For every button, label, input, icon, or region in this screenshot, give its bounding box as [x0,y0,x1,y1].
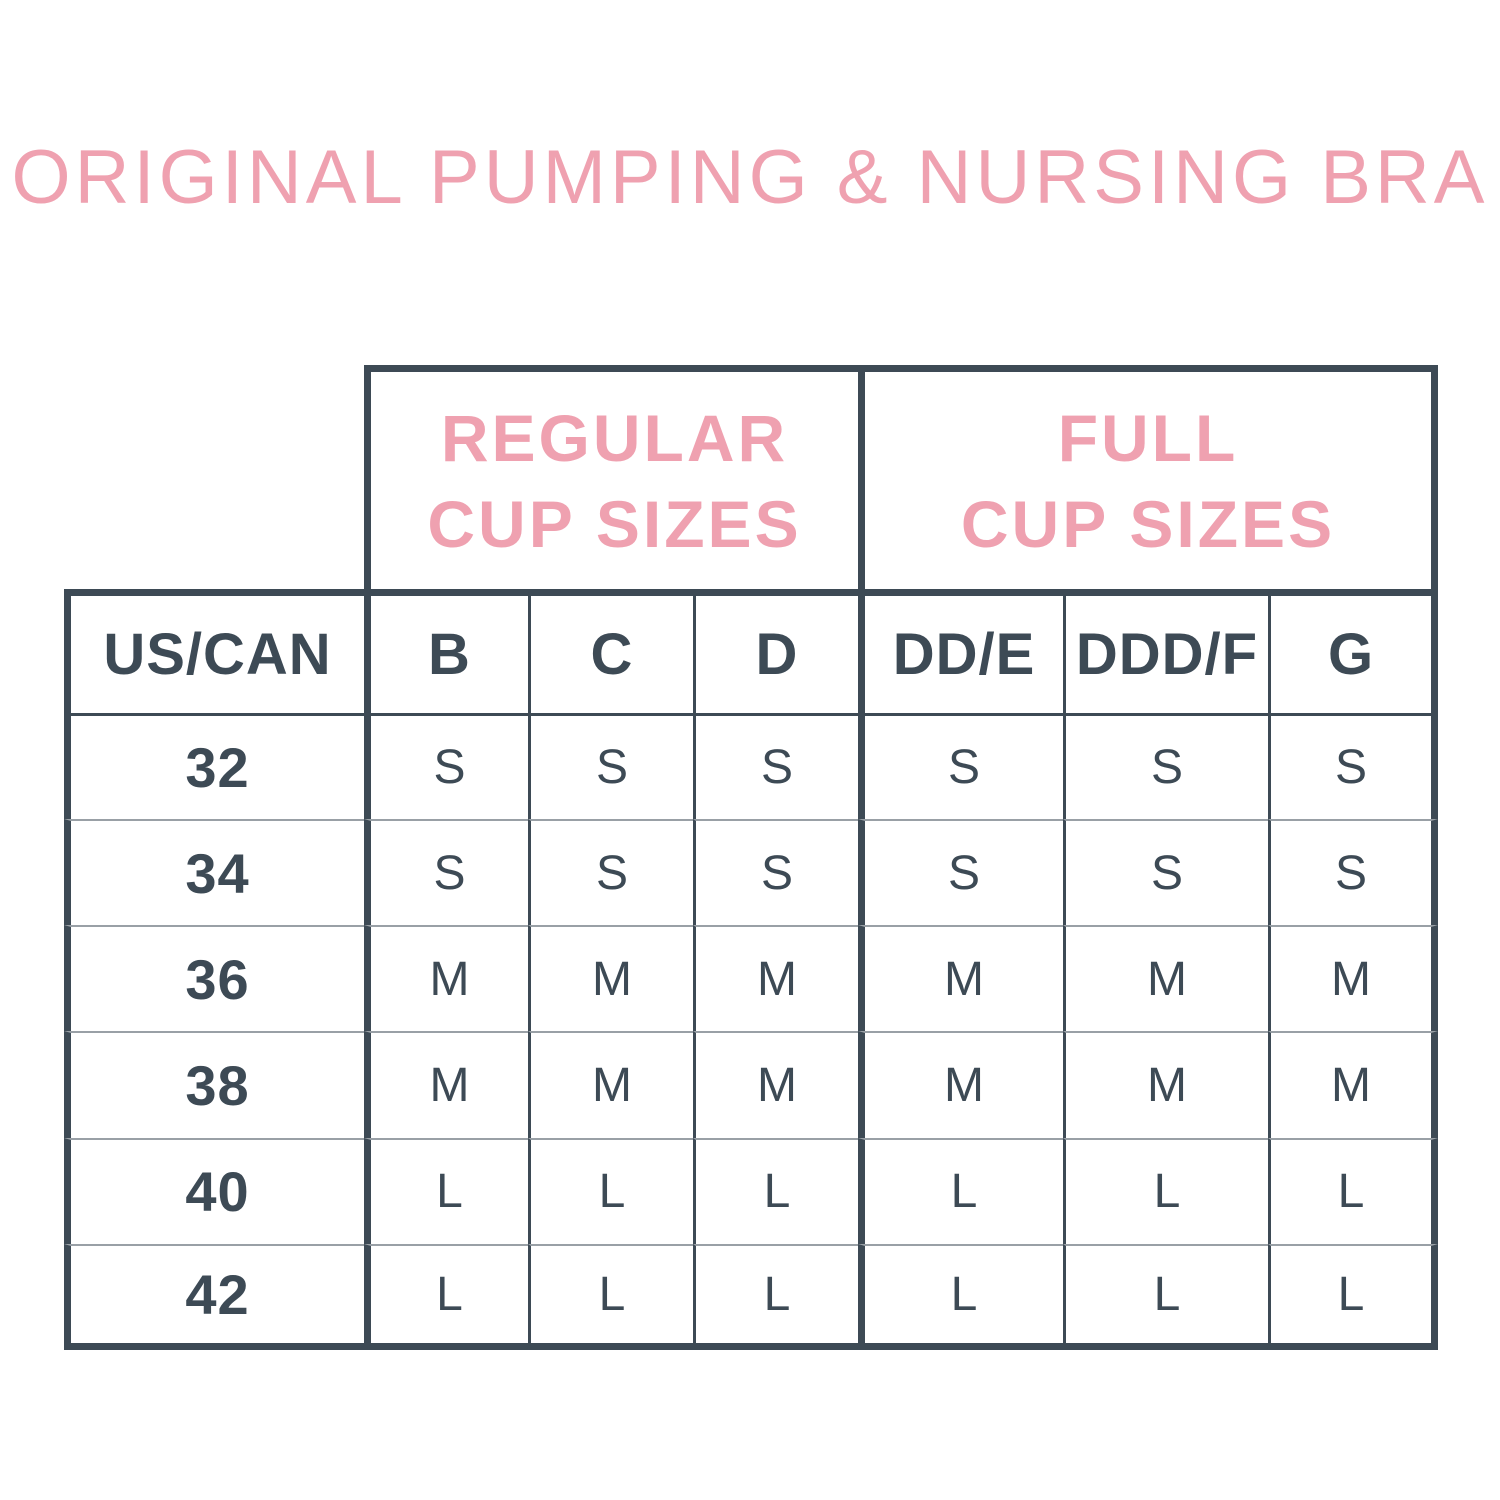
size-value-cell: S [858,713,1063,820]
column-header-ddd-f: DDD/F [1063,589,1268,713]
size-value-cell: S [364,713,528,820]
size-chart: REGULAR CUP SIZES FULL CUP SIZES US/CAN … [64,365,1438,1350]
size-value-cell: S [1063,713,1268,820]
size-value-cell: M [1063,1031,1268,1138]
size-value-cell: M [1268,1031,1438,1138]
size-value-cell: M [364,1031,528,1138]
group-header-regular-line1: REGULAR [440,400,789,475]
size-value-cell: S [528,713,693,820]
size-value-cell: L [528,1243,693,1350]
size-value-cell: M [1063,925,1268,1032]
size-value-cell: M [364,925,528,1032]
size-value-cell: L [858,1137,1063,1244]
group-header-full-line1: FULL [1057,400,1239,475]
group-header-regular: REGULAR CUP SIZES [364,365,858,589]
size-value-cell: L [364,1243,528,1350]
size-value-cell: S [528,819,693,926]
size-value-cell: S [1268,713,1438,820]
size-value-cell: L [1268,1243,1438,1350]
group-header-regular-line2: CUP SIZES [427,486,802,561]
size-value-cell: M [858,925,1063,1032]
size-value-cell: M [693,1031,858,1138]
band-size-cell: 36 [64,925,364,1032]
group-header-full-line2: CUP SIZES [960,486,1336,561]
size-value-cell: M [528,925,693,1032]
band-size-cell: 38 [64,1031,364,1138]
size-value-cell: L [858,1243,1063,1350]
size-value-cell: M [528,1031,693,1138]
group-header-full: FULL CUP SIZES [858,365,1438,589]
size-value-cell: L [693,1243,858,1350]
band-size-cell: 40 [64,1137,364,1244]
spacer-cell [64,365,364,589]
size-value-cell: S [858,819,1063,926]
column-header-c: C [528,589,693,713]
size-value-cell: M [1268,925,1438,1032]
size-value-cell: L [693,1137,858,1244]
column-header-g: G [1268,589,1438,713]
size-value-cell: S [1063,819,1268,926]
size-value-cell: L [364,1137,528,1244]
size-value-cell: L [528,1137,693,1244]
page-title: ORIGINAL PUMPING & NURSING BRA [11,135,1489,220]
size-value-cell: S [693,819,858,926]
column-header-d: D [693,589,858,713]
size-value-cell: S [364,819,528,926]
column-header-b: B [364,589,528,713]
size-value-cell: L [1268,1137,1438,1244]
size-value-cell: L [1063,1137,1268,1244]
size-value-cell: L [1063,1243,1268,1350]
band-size-cell: 42 [64,1243,364,1350]
size-value-cell: S [693,713,858,820]
size-value-cell: M [693,925,858,1032]
band-size-cell: 34 [64,819,364,926]
band-size-cell: 32 [64,713,364,820]
column-header-us-can: US/CAN [64,589,364,713]
column-header-dd-e: DD/E [858,589,1063,713]
size-value-cell: M [858,1031,1063,1138]
size-value-cell: S [1268,819,1438,926]
